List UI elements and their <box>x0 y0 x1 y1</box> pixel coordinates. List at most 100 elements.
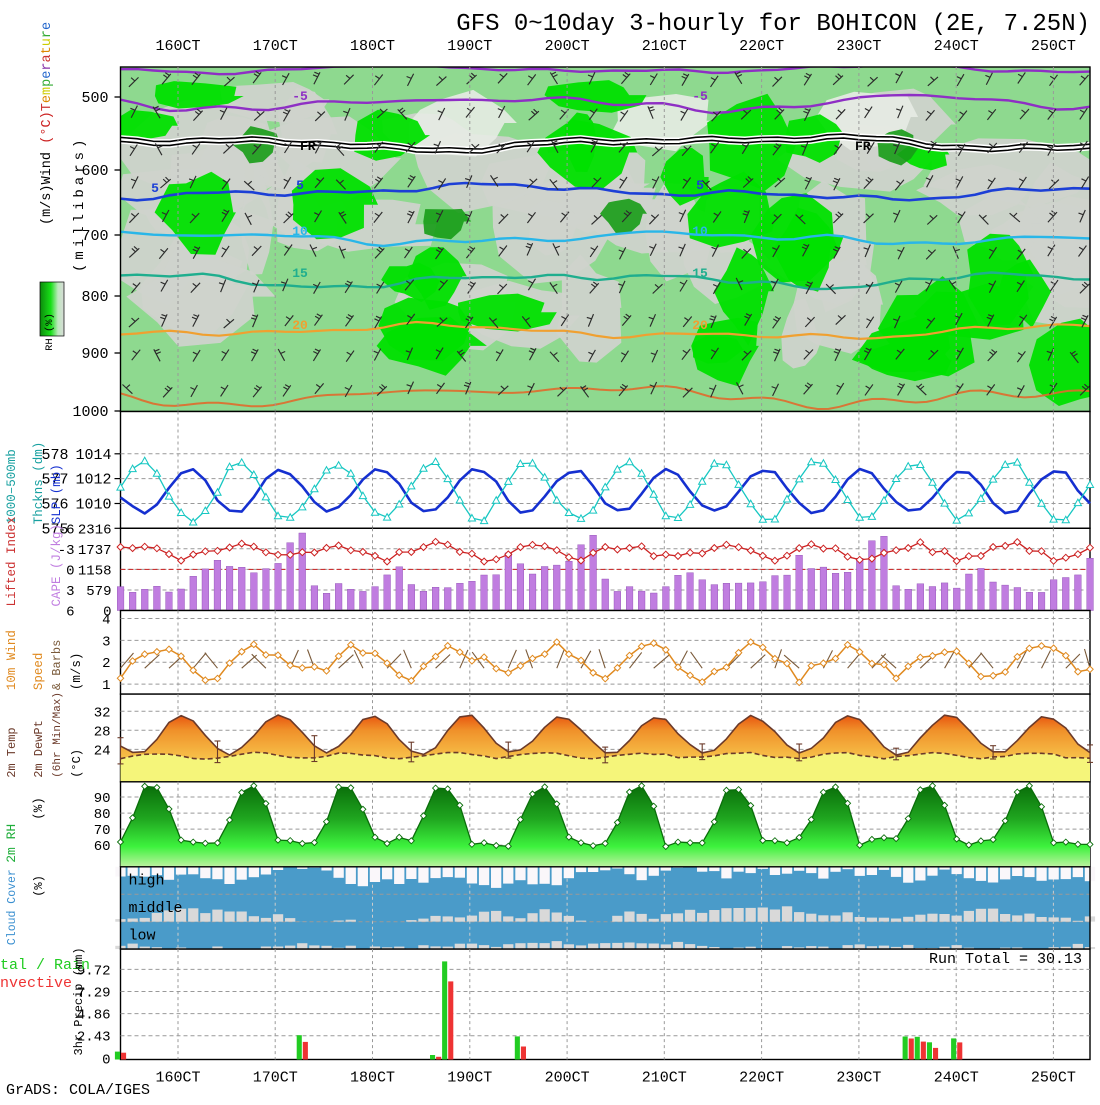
svg-text:28: 28 <box>94 724 111 740</box>
svg-text:e: e <box>40 95 55 103</box>
svg-text:(°C): (°C) <box>40 111 55 143</box>
svg-text:2316: 2316 <box>78 522 112 538</box>
svg-text:(%): (%) <box>32 797 46 820</box>
svg-text:190CT: 190CT <box>447 1070 492 1087</box>
svg-text:3: 3 <box>66 584 74 600</box>
svg-text:low: low <box>129 928 156 945</box>
svg-text:200CT: 200CT <box>545 38 590 55</box>
svg-text:(°C): (°C) <box>70 749 84 778</box>
svg-text:0: 0 <box>102 1053 110 1069</box>
svg-text:1737: 1737 <box>78 543 112 559</box>
svg-text:& Barbs: & Barbs <box>50 640 64 690</box>
svg-text:32: 32 <box>94 705 111 721</box>
svg-text:579: 579 <box>86 584 111 600</box>
svg-text:3hr Precip (mm): 3hr Precip (mm) <box>72 947 86 1055</box>
svg-text:15: 15 <box>692 266 708 281</box>
svg-text:GrADS: COLA/IGES: GrADS: COLA/IGES <box>6 1082 150 1099</box>
svg-text:160CT: 160CT <box>155 1070 200 1087</box>
svg-text:200CT: 200CT <box>545 1070 590 1087</box>
svg-text:a: a <box>40 54 55 62</box>
svg-text:Cloud Cover: Cloud Cover <box>6 869 19 945</box>
svg-text:250CT: 250CT <box>1031 38 1076 55</box>
svg-text:220CT: 220CT <box>739 38 784 55</box>
svg-text:0: 0 <box>66 563 74 579</box>
svg-text:60: 60 <box>94 839 111 855</box>
svg-text:3: 3 <box>102 634 110 650</box>
svg-text:1014: 1014 <box>75 447 111 464</box>
svg-text:-5: -5 <box>292 89 308 104</box>
svg-text:24: 24 <box>94 743 111 759</box>
svg-text:2m Temp: 2m Temp <box>5 727 19 777</box>
svg-text:4: 4 <box>102 613 110 629</box>
svg-text:70: 70 <box>94 823 111 839</box>
svg-text:T: T <box>40 103 55 111</box>
svg-text:210CT: 210CT <box>642 1070 687 1087</box>
svg-text:e: e <box>40 71 55 79</box>
svg-text:1012: 1012 <box>75 472 111 489</box>
svg-text:1000–500mb: 1000–500mb <box>5 449 19 524</box>
svg-text:RH (%): RH (%) <box>44 313 56 351</box>
svg-text:(6hr Min/Max): (6hr Min/Max) <box>52 692 64 778</box>
svg-text:5: 5 <box>696 178 704 193</box>
svg-text:r: r <box>40 30 55 38</box>
svg-text:u: u <box>40 38 55 46</box>
svg-text:2m DewPt: 2m DewPt <box>32 720 46 778</box>
svg-text:10: 10 <box>692 224 708 239</box>
svg-text:800: 800 <box>81 289 108 306</box>
svg-text:Lifted Index: Lifted Index <box>5 516 19 606</box>
svg-text:2m RH: 2m RH <box>4 824 19 863</box>
svg-text:Speed: Speed <box>32 653 46 691</box>
svg-text:m: m <box>40 87 55 95</box>
svg-text:2: 2 <box>102 656 110 672</box>
svg-text:220CT: 220CT <box>739 1070 784 1087</box>
svg-text:240CT: 240CT <box>934 1070 979 1087</box>
svg-text:80: 80 <box>94 807 111 823</box>
svg-text:1: 1 <box>102 678 110 694</box>
svg-text:90: 90 <box>94 791 111 807</box>
svg-text:500: 500 <box>81 90 108 107</box>
svg-text:1158: 1158 <box>78 563 112 579</box>
svg-text:(m/s): (m/s) <box>40 184 55 225</box>
svg-text:GFS 0~10day 3-hourly for BOHIC: GFS 0~10day 3-hourly for BOHICON (2E, 7.… <box>456 11 1090 38</box>
svg-text:5: 5 <box>151 181 159 196</box>
svg-text:250CT: 250CT <box>1031 1070 1076 1087</box>
svg-text:r: r <box>40 62 55 70</box>
svg-text:210CT: 210CT <box>642 38 687 55</box>
svg-text:240CT: 240CT <box>934 38 979 55</box>
svg-text:Wind: Wind <box>40 152 55 184</box>
svg-text:-5: -5 <box>692 89 708 104</box>
svg-text:6: 6 <box>66 605 74 621</box>
svg-text:(m/s): (m/s) <box>70 653 84 691</box>
svg-text:180CT: 180CT <box>350 1070 395 1087</box>
svg-text:(%): (%) <box>32 875 46 897</box>
svg-text:Thckns (dm): Thckns (dm) <box>32 442 46 525</box>
svg-text:middle: middle <box>129 900 183 917</box>
svg-text:high: high <box>129 873 165 890</box>
svg-text:1010: 1010 <box>75 497 111 514</box>
svg-text:230CT: 230CT <box>836 1070 881 1087</box>
svg-text:Run Total = 30.13: Run Total = 30.13 <box>929 951 1082 968</box>
svg-text:170CT: 170CT <box>253 1070 298 1087</box>
svg-text:160CT: 160CT <box>155 38 200 55</box>
svg-text:t: t <box>40 46 55 54</box>
svg-text:180CT: 180CT <box>350 38 395 55</box>
svg-text:20: 20 <box>292 318 308 333</box>
svg-text:SLP (mb): SLP (mb) <box>50 464 64 524</box>
svg-text:230CT: 230CT <box>836 38 881 55</box>
svg-text:10: 10 <box>292 224 308 239</box>
svg-text:170CT: 170CT <box>253 38 298 55</box>
svg-text:FR: FR <box>300 139 316 154</box>
svg-text:15: 15 <box>292 266 308 281</box>
svg-text:10m Wind: 10m Wind <box>5 630 19 690</box>
svg-text:CAPE (J/kg): CAPE (J/kg) <box>50 524 64 607</box>
svg-text:20: 20 <box>692 318 708 333</box>
svg-text:p: p <box>40 79 55 87</box>
svg-text:(millibars): (millibars) <box>72 136 88 272</box>
svg-text:5: 5 <box>296 178 304 193</box>
svg-text:190CT: 190CT <box>447 38 492 55</box>
svg-text:e: e <box>40 22 55 30</box>
svg-text:Convective: Convective <box>0 975 72 992</box>
svg-text:FR: FR <box>855 139 871 154</box>
svg-text:900: 900 <box>81 346 108 363</box>
svg-text:1000: 1000 <box>72 404 108 421</box>
